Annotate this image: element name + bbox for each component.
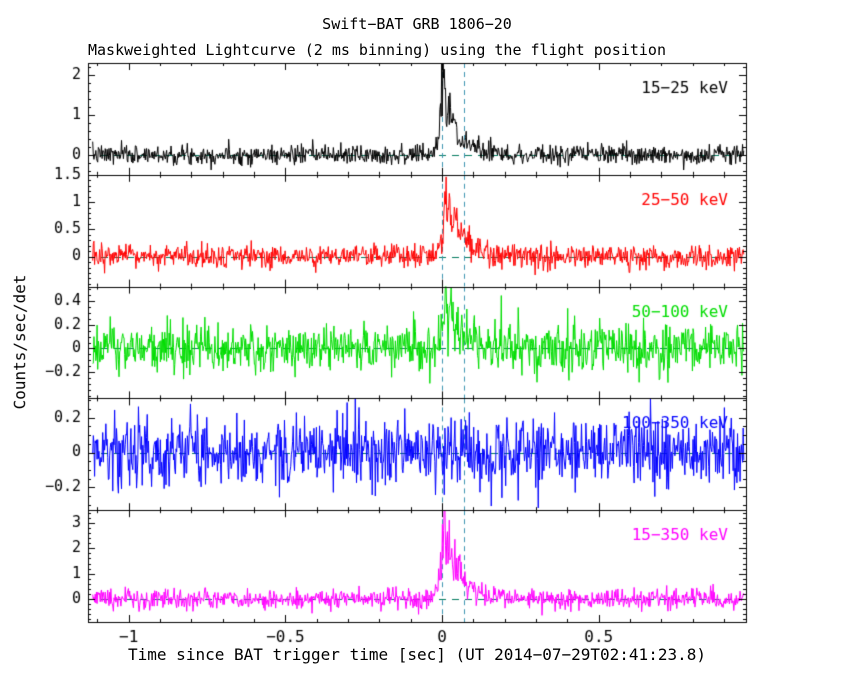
chart-subtitle: Maskweighted Lightcurve (2 ms binning) u… (88, 41, 666, 59)
x-axis-label: Time since BAT trigger time [sec] (UT 20… (128, 645, 706, 664)
y-axis-label: Counts/sec/det (10, 274, 30, 410)
chart-title: Swift−BAT GRB 1806−20 (322, 15, 512, 33)
